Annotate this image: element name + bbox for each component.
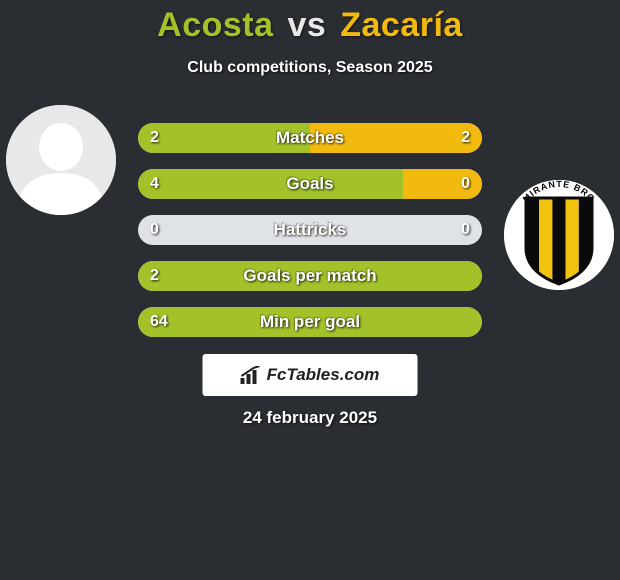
stat-row: 22Matches bbox=[138, 123, 482, 153]
bar-fill-left bbox=[138, 169, 403, 199]
comparison-title: Acosta vs Zacaría bbox=[0, 0, 620, 45]
watermark-text: FcTables.com bbox=[267, 365, 380, 385]
bar-fill-left bbox=[138, 261, 482, 291]
bar-fill-right bbox=[310, 123, 482, 153]
stat-bars: 22Matches 40Goals 0 0Hattricks 2Goals per ma… bbox=[138, 123, 482, 353]
bar-label: Hattricks bbox=[138, 215, 482, 245]
subtitle: Club competitions, Season 2025 bbox=[0, 59, 620, 77]
player2-club-badge: MIRANTE BRO bbox=[504, 180, 614, 290]
silhouette-icon bbox=[6, 105, 116, 215]
bar-value-left: 0 bbox=[150, 215, 159, 245]
stat-row: 40Goals bbox=[138, 169, 482, 199]
bar-fill-left bbox=[138, 307, 482, 337]
date-text: 24 february 2025 bbox=[0, 408, 620, 428]
bar-fill-right bbox=[403, 169, 482, 199]
player2-name: Zacaría bbox=[340, 6, 463, 44]
stat-row: 64Min per goal bbox=[138, 307, 482, 337]
bar-fill-left bbox=[138, 123, 310, 153]
stat-row: 0 0Hattricks bbox=[138, 215, 482, 245]
player1-name: Acosta bbox=[157, 6, 273, 44]
bar-value-right: 0 bbox=[461, 215, 470, 245]
vs-text: vs bbox=[287, 6, 326, 44]
player1-avatar bbox=[6, 105, 116, 215]
stat-row: 2Goals per match bbox=[138, 261, 482, 291]
watermark: FcTables.com bbox=[203, 354, 418, 396]
shield-icon: MIRANTE BRO bbox=[504, 180, 614, 290]
chart-icon bbox=[241, 366, 263, 384]
